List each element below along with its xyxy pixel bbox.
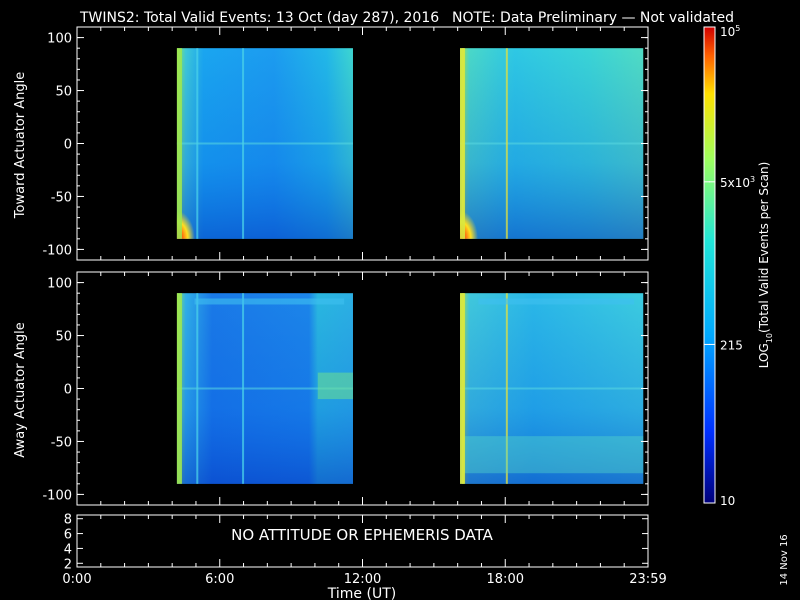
ephemeris-annotation: NO ATTITUDE OR EPHEMERIS DATA (231, 526, 494, 544)
vertical-stripe (242, 48, 245, 239)
colorbar-tick-base: 10 (720, 494, 735, 508)
zero-angle-stripe (460, 142, 644, 145)
x-tick-label: 6:00 (205, 572, 234, 587)
eph-y-tick-label: 2 (64, 557, 72, 572)
interval-start-edge (176, 293, 182, 484)
zero-angle-stripe (460, 387, 644, 390)
y-tick-label: 0 (64, 383, 72, 398)
interval-start-edge (460, 293, 466, 484)
colorbar (703, 26, 716, 504)
colorbar-label: LOG10(Total Valid Events per Scan) (757, 162, 774, 369)
bright-patch (317, 372, 353, 400)
colorbar-tick-exp: 5 (735, 24, 740, 33)
vertical-stripe (505, 293, 508, 484)
y-tick-label: 50 (55, 330, 72, 345)
x-axis-label: Time (UT) (327, 586, 396, 600)
x-tick-label: 23:59 (629, 572, 666, 587)
y-tick-label: -50 (51, 435, 72, 450)
y-tick-label: -50 (51, 190, 72, 205)
colorbar-label-rest: (Total Valid Events per Scan) (757, 162, 771, 333)
colorbar-label-sub: 10 (765, 333, 774, 343)
y-tick-label: 0 (64, 138, 72, 153)
colorbar-tick-label: 105 (720, 24, 740, 39)
preliminary-note: NOTE: Data Preliminary — Not validated (452, 10, 734, 26)
top-y-axis: 100 50 0 -50 -100 (42, 32, 648, 258)
interval-start-edge (460, 48, 466, 239)
chart-title: TWINS2: Total Valid Events: 13 Oct (day … (79, 10, 439, 26)
vertical-stripe (242, 293, 245, 484)
colorbar-tick-base: 215 (720, 338, 743, 352)
y-tick-label: -100 (42, 243, 72, 258)
time-x-axis: 0:00 6:00 12:00 18:00 23:59 (62, 27, 667, 587)
colorbar-tick-exp: 3 (750, 175, 755, 184)
vertical-stripe (196, 293, 199, 484)
colorbar-tick-label: 5x103 (720, 175, 755, 190)
colorbar-tick-base: 5x10 (720, 176, 750, 190)
bottom-ylabel: Away Actuator Angle (13, 322, 28, 457)
zero-angle-stripe (176, 387, 353, 390)
colorbar-tick-label: 10 (720, 494, 735, 508)
date-stamp: 14 Nov 16 (779, 534, 790, 585)
vertical-stripe (505, 48, 508, 239)
upper-angle-band (194, 298, 345, 305)
colorbar-tick-label: 215 (720, 338, 743, 352)
colorbar-label-log: LOG (757, 343, 771, 368)
colorbar-tick-base: 10 (720, 25, 735, 39)
top-ylabel: Toward Actuator Angle (13, 72, 28, 219)
upper-angle-band (478, 298, 635, 305)
bottom-heatmap (176, 293, 644, 484)
y-tick-label: 50 (55, 85, 72, 100)
x-tick-label: 18:00 (487, 572, 524, 587)
lower-angle-band (463, 436, 644, 474)
eph-y-tick-label: 8 (64, 513, 72, 528)
eph-y-tick-label: 4 (64, 542, 72, 557)
y-tick-label: 100 (47, 277, 72, 292)
top-heatmap (176, 48, 644, 239)
vertical-stripe (196, 48, 199, 239)
eph-y-tick-label: 6 (64, 528, 72, 543)
y-tick-label: -100 (42, 488, 72, 503)
x-tick-label: 0:00 (62, 572, 91, 587)
bottom-y-axis: 100 50 0 -50 -100 (42, 277, 648, 503)
x-tick-label: 12:00 (344, 572, 381, 587)
y-tick-label: 100 (47, 32, 72, 47)
zero-angle-stripe (176, 142, 353, 145)
interval-start-edge (176, 48, 182, 239)
